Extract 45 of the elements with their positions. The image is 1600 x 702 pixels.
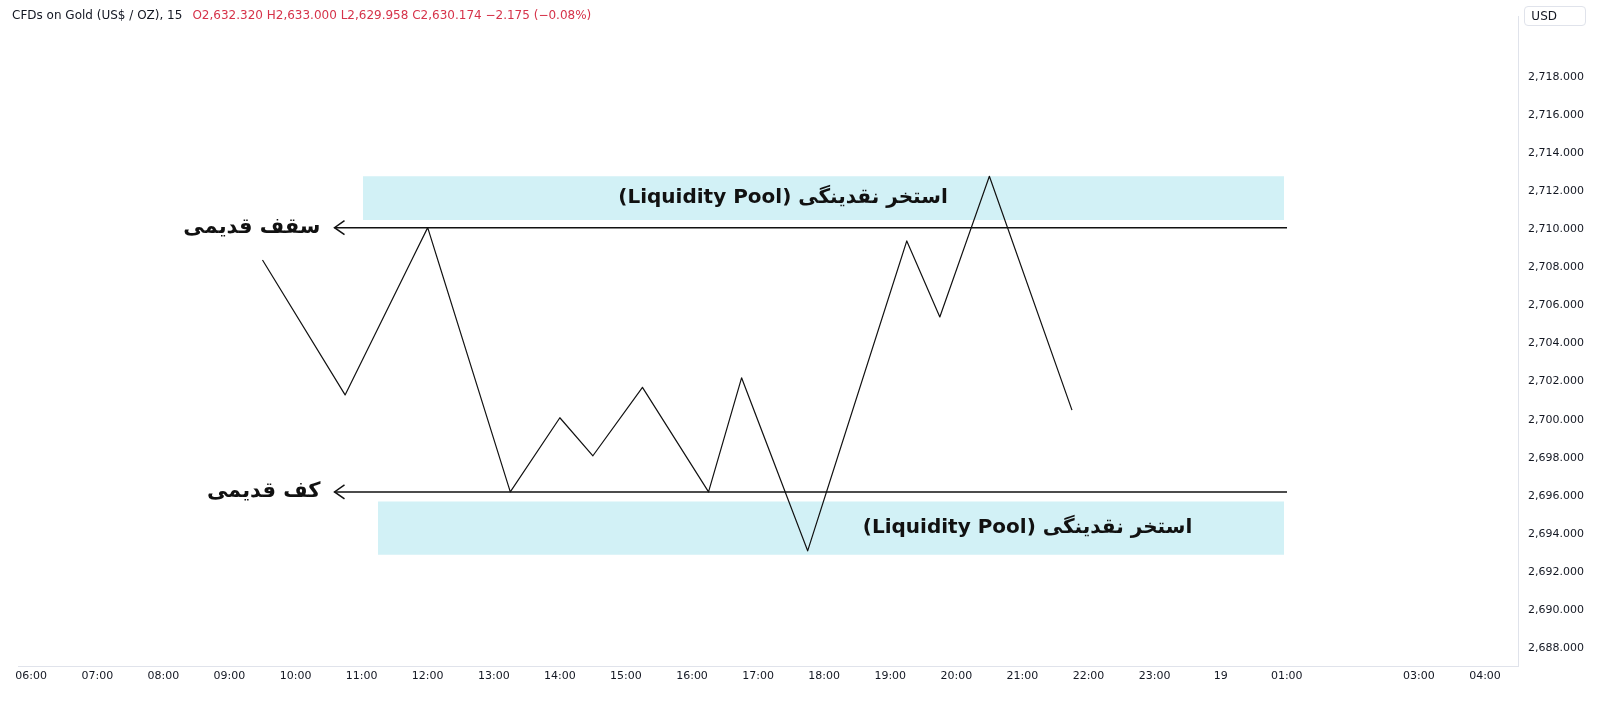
y-tick-label: 2,698.000 xyxy=(1528,450,1584,464)
y-tick-label: 2,688.000 xyxy=(1528,640,1584,654)
x-tick-label: 01:00 xyxy=(1270,669,1303,683)
x-tick-label: 04:00 xyxy=(1469,669,1501,683)
x-tick-label: 16:00 xyxy=(676,669,708,683)
x-tick-label: 14:00 xyxy=(544,669,576,683)
x-tick-label: 19:00 xyxy=(874,669,907,683)
x-tick-label: 03:00 xyxy=(1403,669,1435,683)
y-tick-label: 2,706.000 xyxy=(1528,298,1584,312)
y-tick-label: 2,696.000 xyxy=(1528,488,1584,502)
x-tick-label: 20:00 xyxy=(940,669,973,683)
band-label: استخر نقدینگی (Liquidity Pool) xyxy=(862,514,1193,539)
x-tick-label: 21:00 xyxy=(1006,669,1039,683)
chart-title: CFDs on Gold (US$ / OZ), 15 xyxy=(12,8,183,22)
x-tick-label: 07:00 xyxy=(81,669,114,683)
x-tick-label: 15:00 xyxy=(610,669,642,683)
x-tick-label: 23:00 xyxy=(1138,669,1171,683)
x-tick-label: 08:00 xyxy=(147,669,180,683)
ref-line-label: کف قدیمی xyxy=(206,478,322,503)
y-tick-label: 2,712.000 xyxy=(1528,184,1584,198)
y-tick-label: 2,710.000 xyxy=(1528,222,1584,236)
x-tick-label: 17:00 xyxy=(742,669,774,683)
y-tick-label: 2,704.000 xyxy=(1528,336,1584,350)
y-tick-label: 2,718.000 xyxy=(1528,70,1584,84)
y-tick-label: 2,700.000 xyxy=(1528,412,1584,426)
x-tick-label: 11:00 xyxy=(345,669,378,683)
ref-line-label: سقف قدیمی xyxy=(183,214,321,239)
y-tick-label: 2,708.000 xyxy=(1528,260,1584,274)
chart-subtitle: O2,632.320 H2,633.000 L2,629.958 C2,630.174 −2.175 (−0.08%) xyxy=(192,8,592,22)
x-tick-label: 12:00 xyxy=(411,669,444,683)
y-tick-label: 2,702.000 xyxy=(1528,374,1584,388)
y-tick-label: 2,690.000 xyxy=(1528,602,1584,616)
x-tick-label: 22:00 xyxy=(1072,669,1105,683)
y-tick-label: 2,714.000 xyxy=(1528,146,1584,160)
x-tick-label: 06:00 xyxy=(15,669,48,683)
y-tick-label: 2,716.000 xyxy=(1528,108,1584,122)
x-tick-label: 19 xyxy=(1213,669,1228,683)
x-tick-label: 10:00 xyxy=(279,669,312,683)
y-axis-title: USD xyxy=(1524,6,1586,26)
band-label: استخر نقدینگی (Liquidity Pool) xyxy=(618,184,948,209)
x-tick-label: 18:00 xyxy=(808,669,841,683)
y-tick-label: 2,692.000 xyxy=(1528,564,1584,578)
x-tick-label: 13:00 xyxy=(477,669,510,683)
x-tick-label: 09:00 xyxy=(213,669,246,683)
y-tick-label: 2,694.000 xyxy=(1528,526,1584,540)
